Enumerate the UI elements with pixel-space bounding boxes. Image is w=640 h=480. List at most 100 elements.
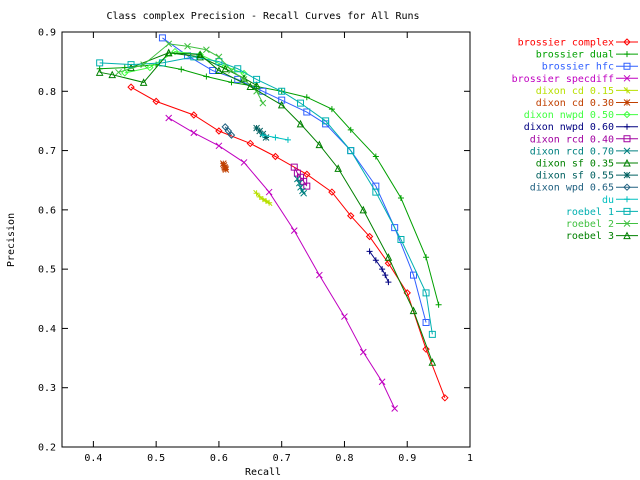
- data-point: [322, 120, 330, 128]
- data-point: [215, 53, 223, 61]
- legend-marker: [623, 158, 631, 167]
- data-point: [146, 63, 154, 72]
- plot-frame: [61, 31, 471, 448]
- data-point: [215, 127, 223, 135]
- legend-label: dixon rcd 0.40: [530, 134, 614, 145]
- data-point: [221, 64, 230, 73]
- y-axis-label: Precision: [6, 213, 17, 267]
- series-dixon-rcd-0-70: [294, 175, 308, 197]
- legend-label: brossier dual: [536, 50, 614, 61]
- legend-label: roebel 3: [566, 231, 614, 242]
- data-point: [422, 345, 430, 353]
- data-point: [391, 405, 399, 412]
- series-dixon-cd-0-30: [219, 160, 230, 173]
- data-point: [246, 139, 255, 148]
- data-point: [359, 205, 368, 214]
- data-point: [265, 199, 273, 207]
- series-line: [99, 52, 433, 363]
- series-line: [130, 86, 446, 398]
- legend-entry-roebel-1: roebel 1: [566, 207, 638, 218]
- legend-label: dixon sf 0.55: [536, 171, 614, 182]
- data-point: [366, 248, 373, 255]
- data-point: [372, 153, 379, 160]
- data-point: [284, 136, 291, 143]
- legend-marker: [623, 147, 631, 155]
- data-point: [259, 132, 266, 139]
- data-point: [365, 232, 374, 241]
- data-point: [297, 99, 305, 107]
- data-point: [328, 188, 336, 196]
- data-point: [140, 61, 147, 68]
- legend-marker: [624, 123, 630, 130]
- data-point: [423, 254, 430, 261]
- legend-marker: [623, 62, 631, 70]
- data-point: [240, 69, 248, 78]
- legend-entry-brossier-complex: brossier complex: [518, 38, 638, 49]
- data-point: [347, 147, 355, 155]
- x-axis-label: Recall: [245, 467, 281, 478]
- data-point: [222, 166, 230, 173]
- series-brossier-complex: [127, 83, 449, 402]
- data-point: [164, 48, 173, 57]
- legend-marker: [623, 207, 631, 215]
- data-point: [272, 134, 279, 141]
- data-point: [278, 87, 286, 95]
- y-tick-label: 0.5: [38, 265, 56, 276]
- legend-label: brossier hfc: [542, 62, 614, 73]
- data-point: [259, 99, 267, 107]
- data-point: [441, 394, 449, 402]
- y-tick-label: 0.6: [38, 205, 56, 216]
- y-tick-label: 0.7: [38, 146, 56, 157]
- data-point: [228, 67, 235, 74]
- data-point: [409, 306, 418, 315]
- legend-label: dixon rcd 0.70: [530, 146, 614, 157]
- data-point: [265, 188, 273, 196]
- data-point: [165, 40, 173, 48]
- x-tick-label: 0.7: [273, 453, 291, 464]
- legend-label: brossier specdiff: [512, 74, 614, 85]
- data-point: [397, 195, 404, 201]
- legend-entry-dixon-sf-0-55: dixon sf 0.55: [536, 171, 638, 182]
- data-point: [121, 69, 129, 77]
- x-tick-label: 1: [467, 453, 473, 464]
- series-dixon-wpd-0-65: [221, 123, 236, 139]
- data-point: [347, 126, 354, 133]
- x-tick-label: 0.5: [147, 453, 165, 464]
- legend-marker: [623, 110, 631, 119]
- data-point: [316, 271, 323, 279]
- series-line: [118, 43, 264, 104]
- series-dixon-cd-0-15: [253, 189, 273, 207]
- data-point: [297, 183, 304, 191]
- data-point: [221, 123, 229, 131]
- legend-marker: [623, 231, 631, 240]
- data-point: [422, 319, 430, 326]
- data-point: [422, 289, 430, 297]
- data-point: [372, 188, 380, 196]
- data-point: [127, 83, 135, 91]
- legend-entry-brossier-dual: brossier dual: [536, 50, 638, 61]
- y-tick-label: 0.2: [38, 443, 56, 454]
- legend-entry-dixon-wpd-0-65: dixon wpd 0.65: [530, 183, 638, 194]
- legend-label: du: [602, 195, 614, 206]
- x-tick-label: 0.9: [398, 453, 416, 464]
- legend-entry-roebel-3: roebel 3: [566, 231, 638, 242]
- data-point: [190, 111, 198, 119]
- series-dixon-rcd-0-40: [290, 163, 311, 190]
- data-point: [196, 52, 204, 61]
- legend-marker: [623, 87, 631, 94]
- series-brossier-specdiff: [165, 114, 399, 412]
- data-point: [219, 160, 227, 167]
- data-point: [290, 227, 298, 234]
- legend-label: dixon wpd 0.65: [530, 183, 614, 194]
- x-tick-label: 0.6: [210, 453, 228, 464]
- series-du: [259, 132, 291, 143]
- data-point: [171, 47, 179, 56]
- data-point: [240, 76, 248, 83]
- data-point: [303, 94, 310, 101]
- data-point: [428, 330, 436, 338]
- data-point: [115, 68, 122, 76]
- x-tick-label: 0.8: [335, 453, 353, 464]
- data-point: [95, 68, 104, 76]
- legend-label: dixon cd 0.15: [536, 86, 614, 97]
